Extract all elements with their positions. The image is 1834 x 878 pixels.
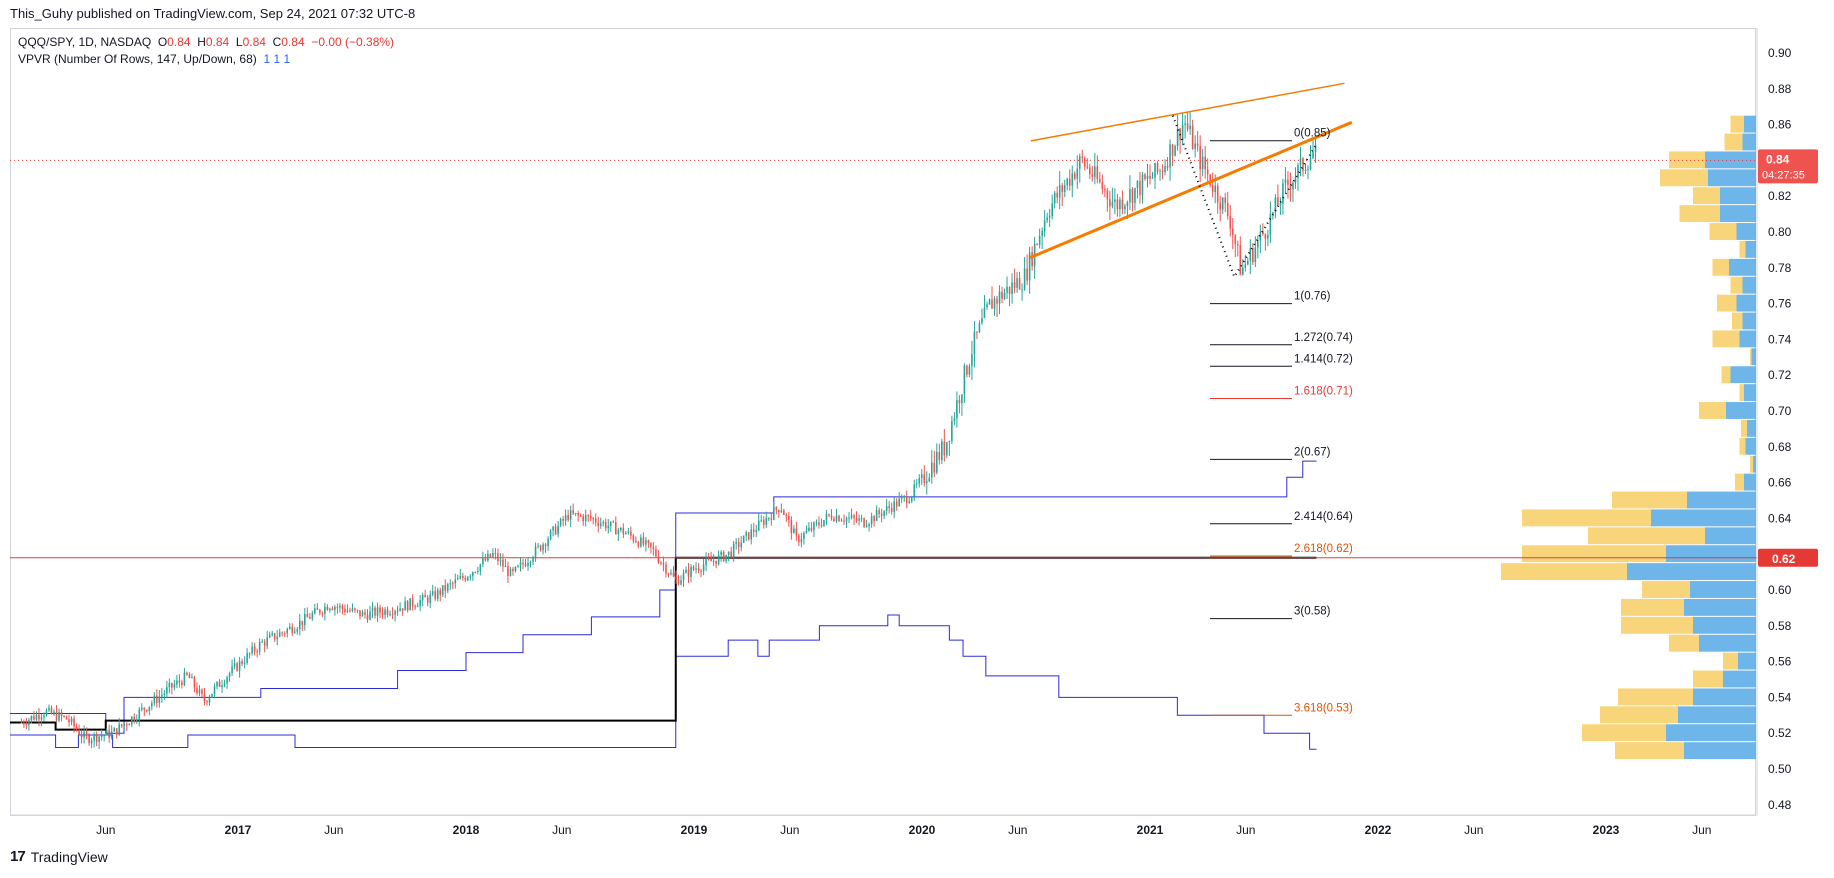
last-price-tag-label: 0.84 (1766, 152, 1790, 166)
symbol-label[interactable]: QQQ/SPY, 1D, NASDAQ (18, 35, 152, 49)
price-tick-label: 0.58 (1768, 619, 1792, 633)
time-tick-label: Jun (324, 823, 343, 837)
price-tick-label: 0.78 (1768, 261, 1792, 275)
price-tick-label: 0.70 (1768, 404, 1792, 418)
tradingview-footer[interactable]: 17 TradingView (10, 848, 108, 865)
open-value: 0.84 (167, 35, 191, 49)
price-tick-label: 0.64 (1768, 511, 1792, 525)
price-tick-label: 0.52 (1768, 726, 1792, 740)
price-tick-label: 0.56 (1768, 655, 1792, 669)
close-value: 0.84 (281, 35, 305, 49)
price-tick-label: 0.82 (1768, 189, 1792, 203)
price-tick-label: 0.86 (1768, 118, 1792, 132)
time-tick-label: 2020 (909, 823, 936, 837)
price-tick-label: 0.76 (1768, 297, 1792, 311)
support-price-tag (1758, 548, 1818, 567)
price-tick-label: 0.54 (1768, 690, 1792, 704)
price-tick-label: 0.80 (1768, 225, 1792, 239)
low-value: 0.84 (242, 35, 266, 49)
price-tick-label: 0.90 (1768, 46, 1792, 60)
last-price-tag (1758, 149, 1818, 184)
price-tick-label: 0.50 (1768, 762, 1792, 776)
ohlc-row[interactable]: QQQ/SPY, 1D, NASDAQ O0.84 H0.84 L0.84 C0… (18, 35, 395, 49)
brand-name: TradingView (30, 848, 108, 865)
price-tick-label: 0.72 (1768, 368, 1792, 382)
time-tick-label: Jun (552, 823, 571, 837)
price-tick-label: 0.68 (1768, 440, 1792, 454)
price-tick-label: 0.84 (1768, 153, 1792, 167)
time-tick-label: Jun (1692, 823, 1711, 837)
price-tick-label: 0.74 (1768, 332, 1792, 346)
indicator-label[interactable]: VPVR (Number Of Rows, 147, Up/Down, 68) (18, 52, 257, 66)
price-tick-label: 0.66 (1768, 476, 1792, 490)
bar-countdown-label: 04:27:35 (1762, 169, 1805, 181)
time-tick-label: 2022 (1365, 823, 1392, 837)
indicator-values: 1 1 1 (263, 52, 291, 66)
tradingview-logo-icon: 17 (10, 848, 26, 865)
time-tick-label: 2019 (681, 823, 708, 837)
price-tick-label: 0.88 (1768, 82, 1792, 96)
time-tick-label: Jun (780, 823, 799, 837)
time-tick-label: 2018 (453, 823, 480, 837)
price-tick-label: 0.62 (1768, 547, 1792, 561)
time-tick-label: Jun (96, 823, 115, 837)
time-tick-label: Jun (1008, 823, 1027, 837)
chart-legend: QQQ/SPY, 1D, NASDAQ O0.84 H0.84 L0.84 C0… (18, 34, 394, 68)
support-price-tag-label: 0.62 (1772, 552, 1796, 566)
indicator-row[interactable]: VPVR (Number Of Rows, 147, Up/Down, 68) … (18, 51, 394, 68)
time-tick-label: 2023 (1593, 823, 1620, 837)
time-tick-label: Jun (1236, 823, 1255, 837)
published-caption: This_Guhy published on TradingView.com, … (10, 6, 416, 21)
time-tick-label: Jun (1464, 823, 1483, 837)
change-value: −0.00 (−0.38%) (311, 35, 395, 49)
price-tick-label: 0.48 (1768, 798, 1792, 812)
price-tick-label: 0.60 (1768, 583, 1792, 597)
time-tick-label: 2017 (225, 823, 252, 837)
high-value: 0.84 (205, 35, 230, 49)
chart-frame[interactable] (10, 28, 1756, 816)
time-tick-label: 2021 (1137, 823, 1164, 837)
